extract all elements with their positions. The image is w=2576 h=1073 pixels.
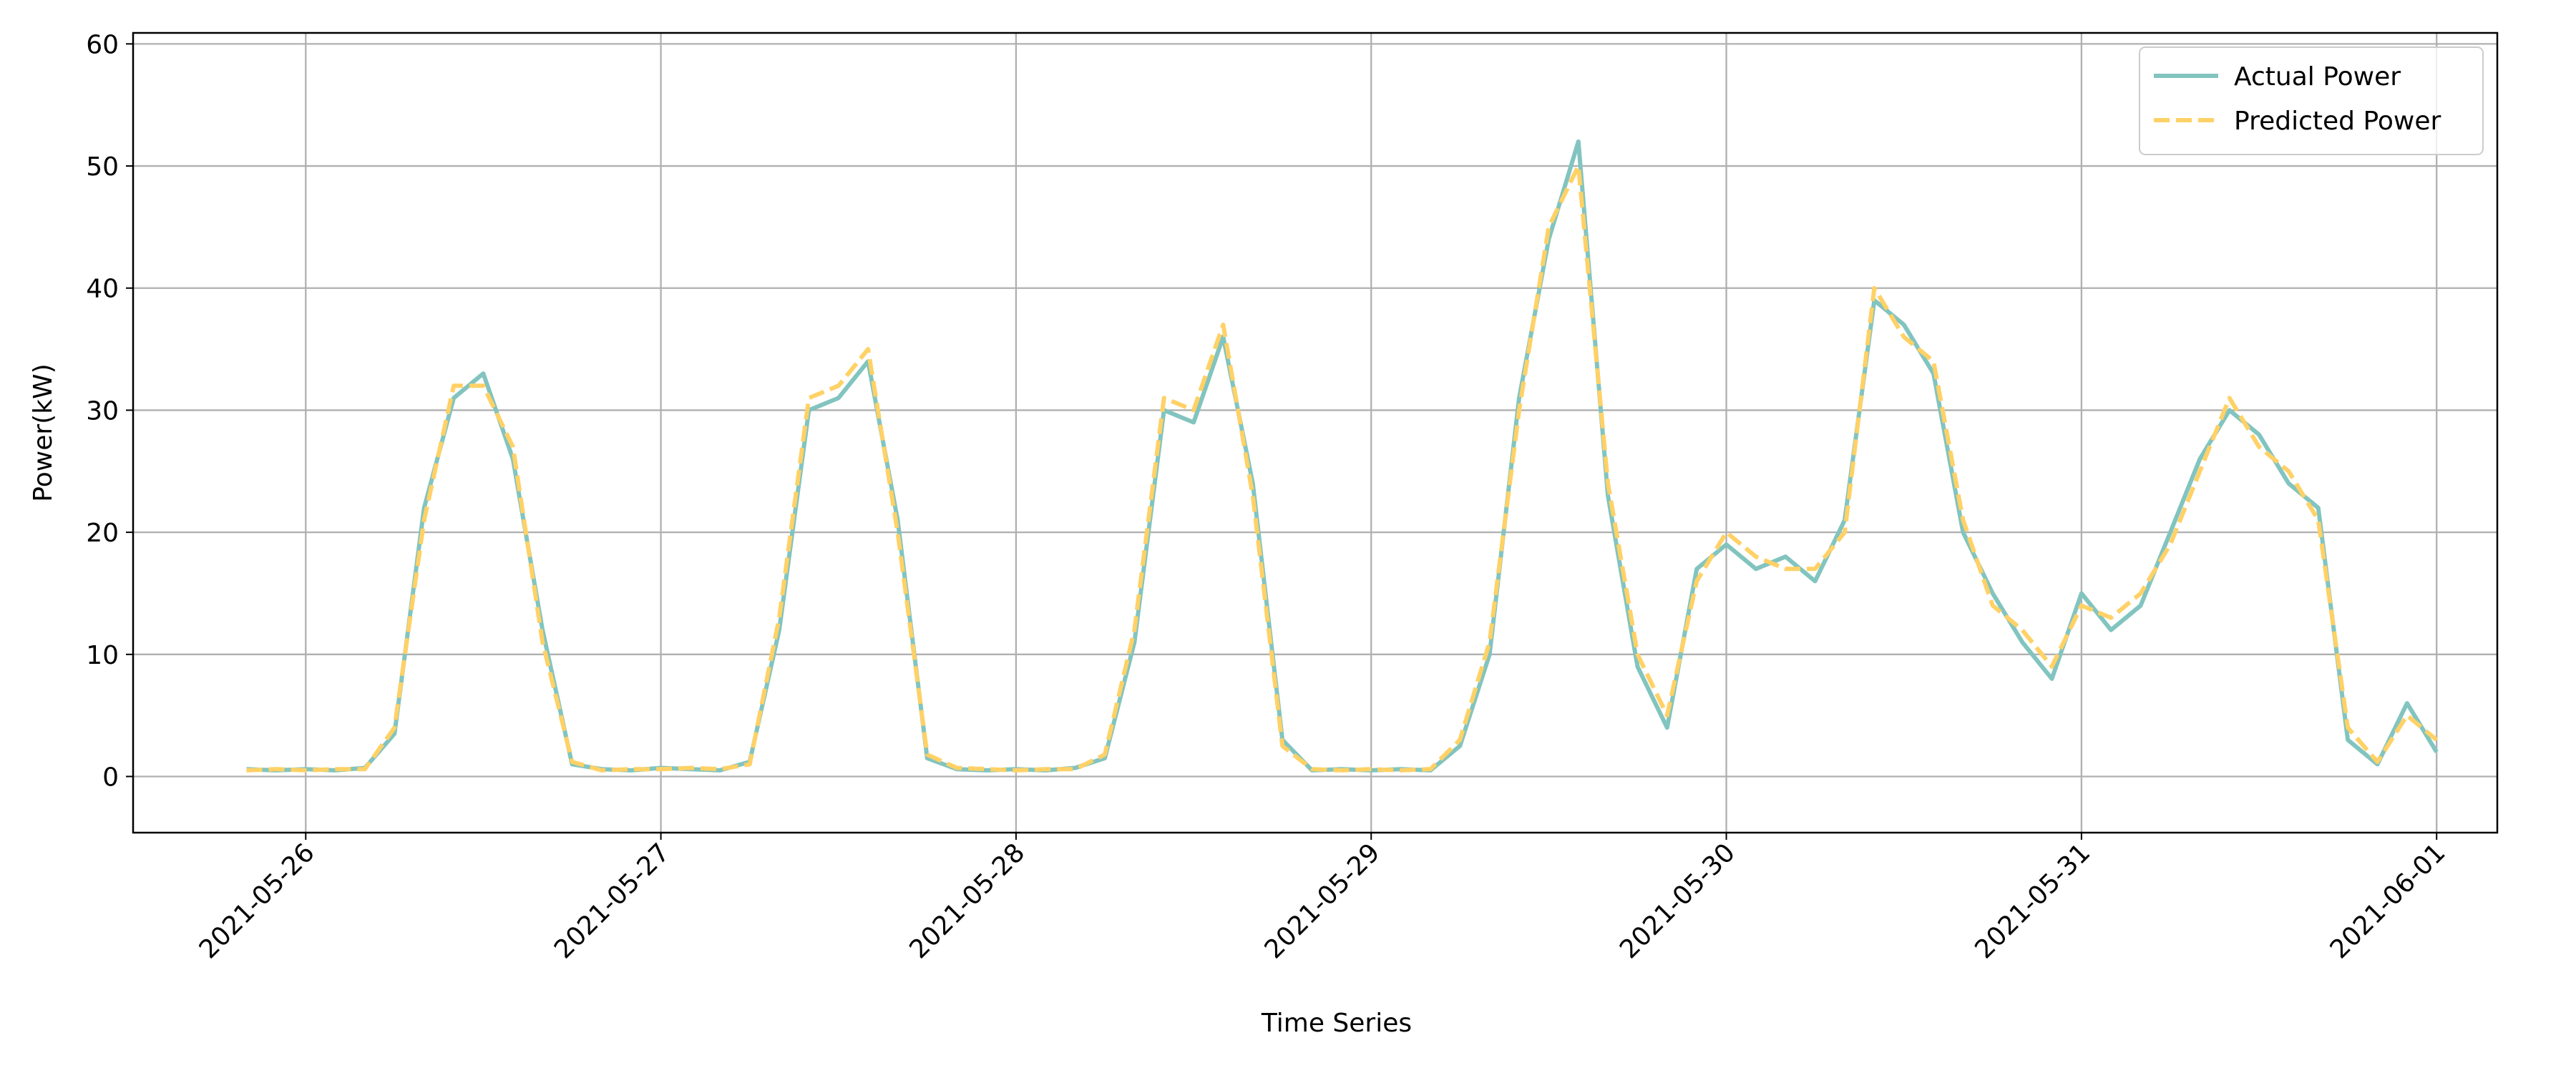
- x-tick-label: 2021-05-26: [194, 838, 321, 964]
- plot-frame: [132, 31, 2499, 834]
- legend-box: [2139, 46, 2484, 155]
- series-line: [246, 139, 2439, 773]
- legend-label: Actual Power: [2234, 62, 2401, 92]
- x-tick-label: 2021-05-27: [549, 838, 675, 964]
- y-tick-label: 50: [86, 152, 119, 182]
- x-axis-label: Time Series: [1261, 1009, 1412, 1038]
- x-tick-label: 2021-05-30: [1614, 838, 1741, 964]
- y-axis-label: Power(kW): [29, 363, 58, 501]
- y-tick-label: 60: [86, 30, 119, 59]
- x-tick-label: 2021-06-01: [2325, 838, 2451, 964]
- legend-label: Predicted Power: [2234, 107, 2441, 136]
- y-tick-label: 10: [86, 641, 119, 670]
- y-tick-label: 20: [86, 519, 119, 548]
- x-tick-label: 2021-05-31: [1969, 838, 2096, 964]
- x-tick-label: 2021-05-29: [1259, 838, 1386, 964]
- x-tick-label: 2021-05-28: [904, 838, 1030, 964]
- series-line: [246, 164, 2439, 773]
- y-tick-label: 40: [86, 275, 119, 304]
- y-tick-label: 0: [102, 763, 119, 792]
- legend: Actual Power Predicted Power: [2139, 46, 2484, 155]
- y-tick-label: 30: [86, 396, 119, 426]
